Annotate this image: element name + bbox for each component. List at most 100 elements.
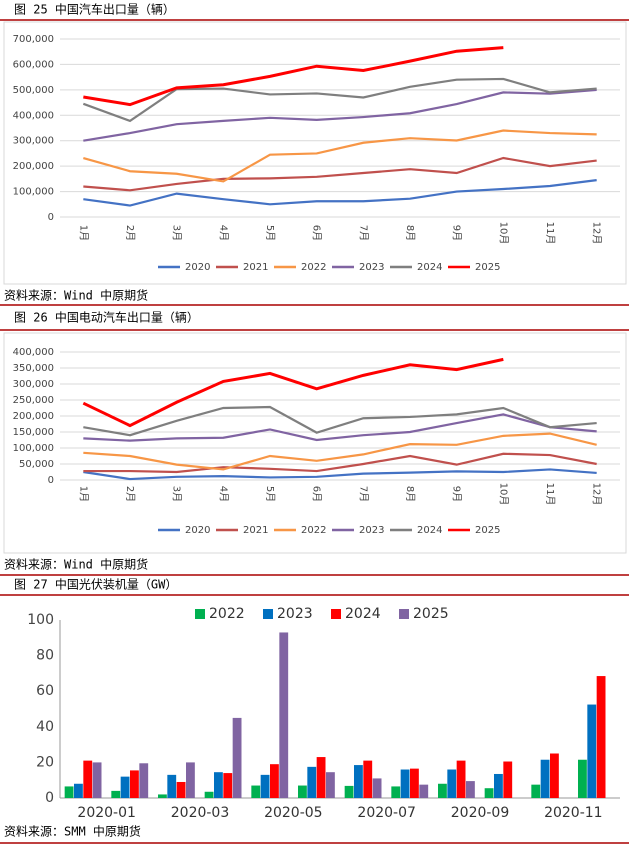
legend-label: 2022 bbox=[301, 262, 326, 273]
bar bbox=[391, 786, 401, 798]
x-tick-label: 2020-01 bbox=[77, 805, 136, 821]
x-tick-label: 10月 bbox=[497, 483, 509, 506]
y-tick-label: 150,000 bbox=[13, 427, 54, 438]
bar bbox=[596, 676, 606, 798]
x-tick-label: 2020-07 bbox=[357, 805, 416, 821]
y-tick-label: 700,000 bbox=[13, 34, 54, 45]
figure-caption: 图 25 中国汽车出口量（辆） bbox=[14, 2, 175, 17]
y-tick-label: 300,000 bbox=[13, 379, 54, 390]
legend-label: 2022 bbox=[209, 606, 245, 622]
x-tick-label: 9月 bbox=[451, 225, 463, 241]
bar bbox=[251, 785, 261, 798]
legend-label: 2023 bbox=[277, 606, 313, 622]
bar bbox=[419, 784, 429, 798]
bar bbox=[550, 753, 559, 798]
bar bbox=[120, 776, 130, 798]
x-tick-label: 2020-09 bbox=[451, 805, 510, 821]
x-tick-label: 2月 bbox=[124, 225, 136, 241]
series-line bbox=[83, 129, 597, 183]
legend-label: 2025 bbox=[475, 525, 500, 536]
x-tick-label: 8月 bbox=[404, 225, 416, 241]
x-tick-label: 3月 bbox=[171, 486, 183, 502]
bar bbox=[186, 762, 195, 798]
bar bbox=[363, 760, 373, 798]
y-tick-label: 80 bbox=[36, 648, 54, 664]
bar bbox=[326, 772, 335, 798]
series-line bbox=[83, 413, 597, 442]
bar bbox=[540, 759, 550, 798]
series-line bbox=[83, 88, 597, 142]
bar bbox=[494, 773, 503, 798]
x-tick-label: 11月 bbox=[544, 483, 556, 506]
figure-caption: 图 27 中国光伏装机量（GW） bbox=[14, 577, 177, 592]
bar bbox=[298, 785, 307, 798]
legend-label: 2024 bbox=[345, 606, 381, 622]
y-tick-label: 300,000 bbox=[13, 136, 54, 147]
y-tick-label: 500,000 bbox=[13, 85, 54, 96]
series-line bbox=[83, 452, 597, 474]
bar bbox=[92, 762, 102, 798]
bar bbox=[214, 772, 223, 798]
legend-swatch bbox=[399, 609, 409, 619]
bar bbox=[447, 769, 457, 798]
bar bbox=[372, 778, 382, 798]
y-tick-label: 60 bbox=[36, 683, 54, 699]
bar bbox=[344, 785, 354, 798]
bar bbox=[158, 794, 167, 798]
x-tick-label: 12月 bbox=[591, 222, 603, 245]
legend-swatch bbox=[263, 609, 273, 619]
bar bbox=[176, 781, 186, 798]
series-line bbox=[83, 156, 597, 192]
x-tick-label: 12月 bbox=[591, 483, 603, 506]
x-tick-label: 2月 bbox=[124, 486, 136, 502]
y-tick-label: 200,000 bbox=[13, 161, 54, 172]
x-tick-label: 2020-03 bbox=[171, 805, 230, 821]
y-tick-label: 350,000 bbox=[13, 363, 54, 374]
bar bbox=[204, 791, 214, 798]
legend-swatch bbox=[195, 609, 205, 619]
x-tick-label: 4月 bbox=[217, 486, 229, 502]
bar bbox=[531, 784, 541, 798]
bar bbox=[354, 765, 363, 798]
bar bbox=[578, 759, 587, 798]
y-tick-label: 100 bbox=[27, 612, 54, 628]
x-tick-label: 10月 bbox=[497, 222, 509, 245]
x-tick-label: 4月 bbox=[217, 225, 229, 241]
series-line bbox=[82, 357, 504, 428]
legend-swatch bbox=[331, 609, 341, 619]
bar bbox=[83, 760, 93, 798]
bar bbox=[111, 790, 121, 798]
bar bbox=[130, 770, 139, 798]
bar bbox=[279, 632, 289, 798]
source-note: 资料来源：Wind 中原期货 bbox=[4, 557, 148, 572]
series-line bbox=[83, 468, 597, 481]
legend-label: 2025 bbox=[413, 606, 449, 622]
y-tick-label: 250,000 bbox=[13, 395, 54, 406]
y-tick-label: 0 bbox=[45, 790, 54, 806]
x-tick-label: 5月 bbox=[264, 486, 276, 502]
series-line bbox=[82, 77, 597, 123]
x-tick-label: 11月 bbox=[544, 222, 556, 245]
bar bbox=[270, 764, 279, 798]
bar bbox=[316, 757, 326, 798]
y-tick-label: 400,000 bbox=[13, 110, 54, 121]
bar bbox=[139, 763, 149, 798]
chart-frame bbox=[3, 21, 627, 285]
legend-label: 2024 bbox=[417, 525, 442, 536]
y-tick-label: 0 bbox=[48, 212, 54, 223]
x-tick-label: 1月 bbox=[77, 486, 89, 502]
x-tick-label: 6月 bbox=[311, 486, 323, 502]
legend-label: 2023 bbox=[359, 525, 384, 536]
bar bbox=[400, 769, 410, 798]
x-tick-label: 7月 bbox=[357, 225, 369, 241]
y-tick-label: 100,000 bbox=[13, 443, 54, 454]
y-tick-label: 600,000 bbox=[13, 59, 54, 70]
bar bbox=[587, 704, 597, 798]
figure-caption: 图 26 中国电动汽车出口量（辆） bbox=[14, 310, 199, 325]
series-line bbox=[83, 405, 597, 437]
legend-label: 2025 bbox=[475, 262, 500, 273]
legend-label: 2021 bbox=[243, 525, 268, 536]
chart-frame bbox=[3, 332, 627, 554]
bar bbox=[232, 717, 242, 798]
